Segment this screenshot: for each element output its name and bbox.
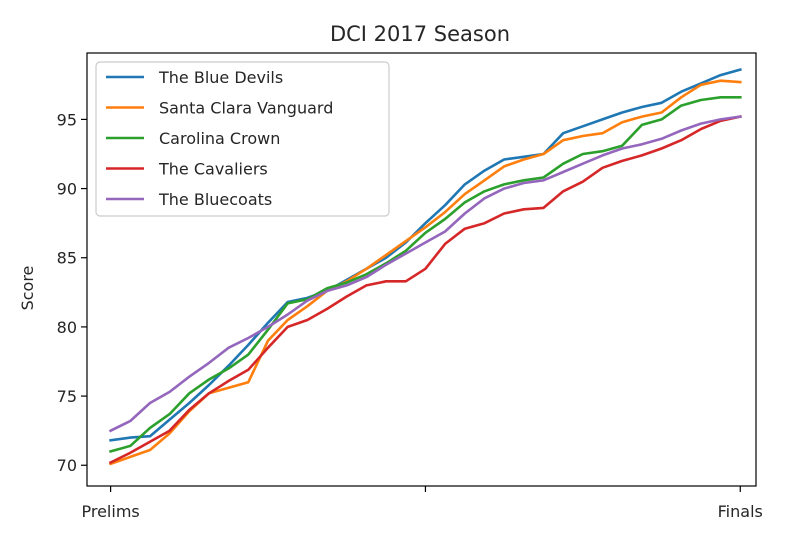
y-axis-label: Score <box>18 266 37 311</box>
y-tick-label-1: 75 <box>57 387 77 406</box>
legend-label-4: The Bluecoats <box>158 190 272 209</box>
plot-frame <box>86 52 757 487</box>
legend: The Blue Devils Santa Clara Vanguard Carol… <box>95 61 390 217</box>
legend-label-3: The Cavaliers <box>158 160 268 179</box>
x-tick-label-0: Prelims <box>81 502 139 521</box>
y-tick-label-0: 70 <box>57 456 77 475</box>
legend-label-2: Carolina Crown <box>159 129 280 148</box>
series-line-2 <box>108 96 742 454</box>
legend-label-1: Santa Clara Vanguard <box>159 99 333 118</box>
plot-lines <box>108 67 742 466</box>
series-line-1 <box>108 79 742 466</box>
series-line-0 <box>109 67 742 442</box>
legend-label-0: The Blue Devils <box>158 68 283 87</box>
series-line-4 <box>108 115 742 433</box>
chart-title: DCI 2017 Season <box>330 22 510 46</box>
y-tick-label-2: 80 <box>57 318 77 337</box>
axes: 70 75 80 85 90 95 Prelims Finals <box>57 52 763 521</box>
x-tick-label-2: Finals <box>718 502 763 521</box>
y-tick-label-3: 85 <box>57 249 77 268</box>
y-tick-label-5: 95 <box>57 110 77 129</box>
legend-box <box>95 61 390 217</box>
series-line-3 <box>108 115 742 465</box>
y-tick-label-4: 90 <box>57 180 77 199</box>
